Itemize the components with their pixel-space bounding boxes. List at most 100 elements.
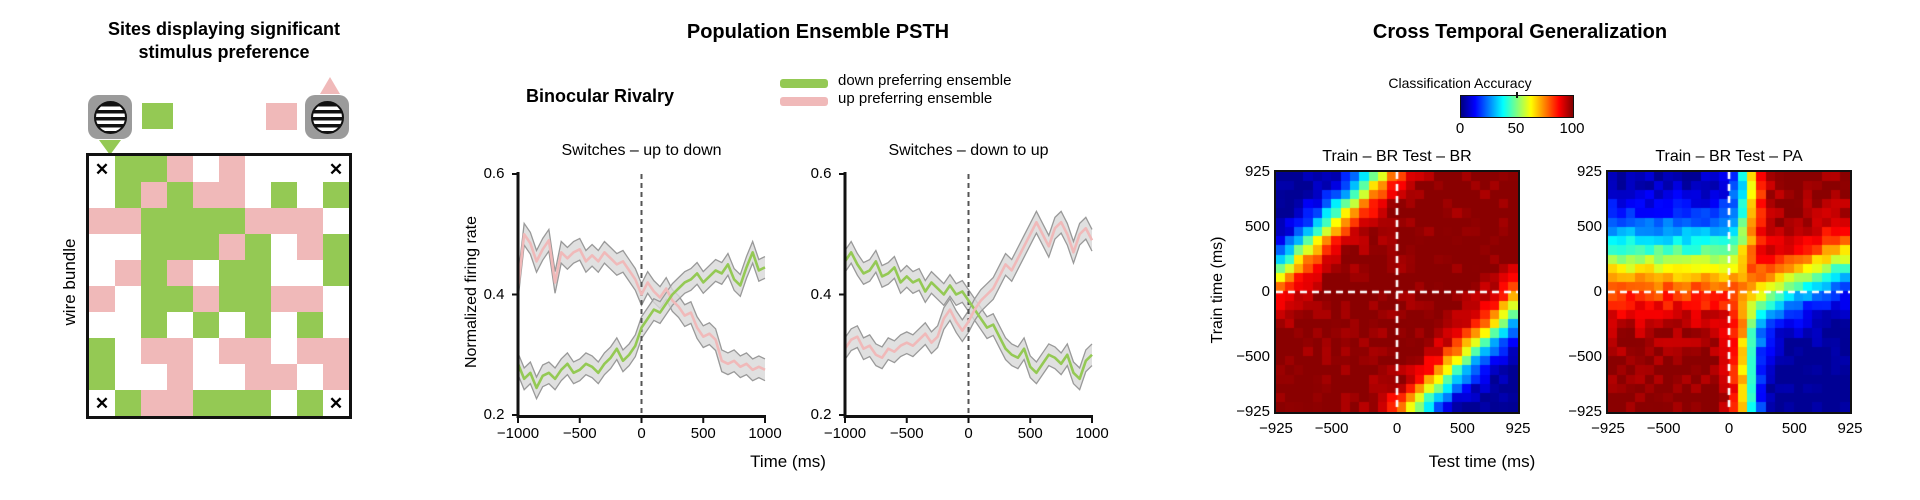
psth-curve-green [843,251,1093,381]
ctg-x-tick-label: −925 [1259,420,1293,437]
grid-site-cell [245,208,271,234]
ctg-x-tick-label: 500 [1449,420,1475,437]
grid-site-cell [167,338,193,364]
grid-site-cell [167,260,193,286]
psth-error-band [845,211,1092,369]
grid-site-cell [115,338,141,364]
psth-x-tick-label: −1000 [823,425,867,442]
grid-site-cell [167,312,193,338]
grid-site-cell [141,156,167,182]
grid-site-cell [193,364,219,390]
grid-site-cell [297,338,323,364]
grid-site-cell [245,234,271,260]
grid-site-cell [141,182,167,208]
grid-site-cell [89,260,115,286]
grid-site-cell [193,390,219,416]
ctg-y-tick-label: 500 [1244,218,1270,236]
ctg-ylabel: Train time (ms) [1209,236,1226,344]
grid-site-cell [115,208,141,234]
grid-site-cell [245,390,271,416]
grid-site-cell [89,182,115,208]
grid-site-cell [297,260,323,286]
psth-y-tick-label: 0.6 [483,165,505,182]
left-panel-title: Sites displaying significant stimulus pr… [64,18,384,64]
psth-band-edge [844,231,1093,370]
down-stimulus-icon [88,95,132,139]
grid-site-cell [167,286,193,312]
psth-band-edge [844,240,1093,370]
grid-site-cell [115,312,141,338]
grid-site-cell [297,312,323,338]
grid-site-cell [141,286,167,312]
grid-corner-reference-cell: ✕ [323,390,349,416]
grid-site-cell [323,208,349,234]
grid-corner-reference-cell: ✕ [323,156,349,182]
grid-site-cell [219,182,245,208]
grid-site-cell [297,234,323,260]
psth-axes-spine [516,172,766,418]
panel-cross-temporal: Cross Temporal Generalization Classifica… [1130,0,1920,500]
grid-site-cell [297,156,323,182]
grid-site-cell [271,390,297,416]
grid-site-cell [271,208,297,234]
wire-bundle-label: wire bundle [60,238,79,326]
grid-site-cell [219,156,245,182]
ctg-x-tick-label: −925 [1591,420,1625,437]
up-stimulus-icon [305,95,349,139]
psth-panel-title: Population Ensemble PSTH [686,21,950,43]
grid-site-cell [167,182,193,208]
psth-band-edge [517,243,766,382]
ctg-y-tick-label: −500 [1568,347,1602,365]
ctg-y-tick-label: 0 [1261,283,1270,300]
grid-site-cell [219,312,245,338]
grid-site-cell [115,234,141,260]
grid-site-cell [193,312,219,338]
psth-x-tick-label: 500 [690,425,716,442]
pink-key-square [266,103,297,130]
heatmap-train-br-test-pa [1606,170,1852,414]
psth-x-tick-label: 500 [1017,425,1043,442]
grid-site-cell [141,260,167,286]
grid-site-cell [323,182,349,208]
colorbar-label: Classification Accuracy [1388,75,1532,91]
grid-site-cell [141,364,167,390]
grid-corner-reference-cell: ✕ [89,390,115,416]
grid-site-cell [271,312,297,338]
subplot2-title: Switches – down to up [888,142,1049,159]
grid-site-cell [89,208,115,234]
ctg-x-tick-label: 925 [1505,420,1531,437]
grid-site-cell [219,390,245,416]
grid-site-cell [245,338,271,364]
up-arrow-icon [320,77,340,94]
grid-site-cell [141,338,167,364]
colorbar-mid-tick [1516,92,1518,98]
left-panel-title-line1: Sites displaying significant [107,19,341,39]
legend-swatch-up [780,97,828,106]
ctg-x-tick-label: 500 [1781,420,1807,437]
psth-x-tick-label: −500 [889,425,924,442]
ctg-x-tick-label: 0 [1392,420,1402,437]
grid-site-cell [193,286,219,312]
horizontal-grating-icon [310,100,344,134]
grid-site-cell [245,286,271,312]
psth-y-tick-label: 0.2 [810,406,832,423]
psth-y-tick-label: 0.4 [483,285,505,303]
grid-site-cell [89,234,115,260]
grid-site-cell [167,364,193,390]
grid-site-cell [193,234,219,260]
colorbar-tick-100: 100 [1559,120,1585,137]
grid-site-cell [219,364,245,390]
grid-site-cell [271,156,297,182]
ctg-xlabel: Test time (ms) [1428,452,1536,471]
psth-curve-pink [843,220,1094,360]
grid-site-cell [297,182,323,208]
ctg-y-tick-label: 925 [1244,163,1270,180]
subplot1-title: Switches – up to down [561,142,722,159]
psth-x-tick-label: 0 [637,425,646,442]
grid-site-cell [245,312,271,338]
down-arrow-icon [99,140,121,155]
ctg-x-tick-label: −500 [1646,420,1681,437]
psth-y-tick-label: 0.4 [810,285,832,303]
colorbar [1460,95,1574,118]
colorbar-tick-50: 50 [1507,120,1525,137]
